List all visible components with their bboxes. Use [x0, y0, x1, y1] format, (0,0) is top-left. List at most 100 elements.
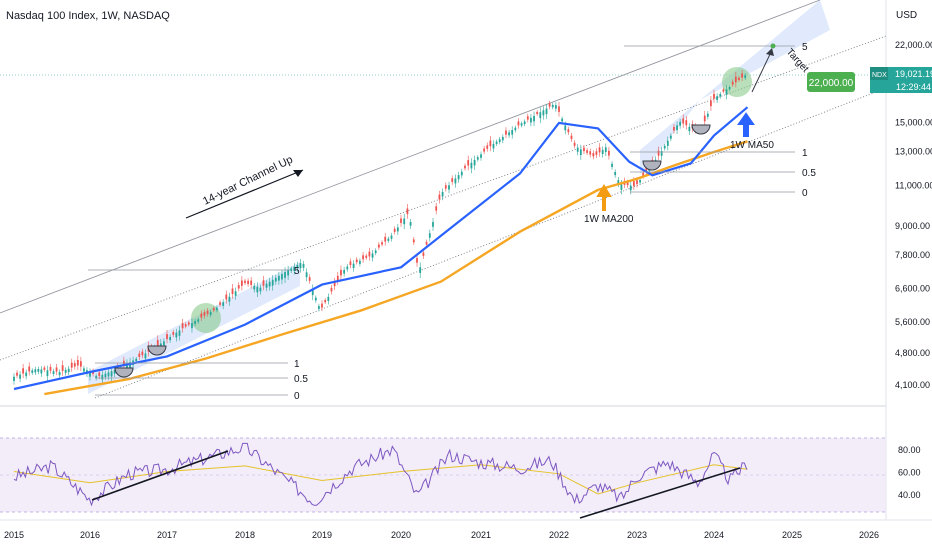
candle-body	[526, 116, 529, 120]
candle-body	[247, 280, 249, 285]
target-badge[interactable]	[807, 72, 855, 92]
price-tick-label: 13,000.00	[895, 146, 932, 156]
target-arrow-head	[766, 48, 774, 56]
candle-body	[620, 184, 623, 190]
candle-body	[598, 147, 601, 153]
candle-body	[406, 208, 409, 215]
target-arrow-line	[751, 49, 773, 93]
candle-body	[454, 178, 457, 184]
candle-body	[138, 353, 141, 357]
candle-body	[438, 194, 441, 200]
price-tick-label: 7,800.00	[895, 250, 930, 260]
candle-body	[390, 235, 393, 239]
candle-body	[25, 372, 28, 377]
candle-body	[716, 96, 719, 100]
candle-body	[617, 180, 620, 184]
candle-body	[240, 280, 243, 286]
candle-body	[520, 123, 523, 126]
candle-body	[46, 370, 49, 377]
time-tick-label: 2020	[391, 530, 411, 540]
candle-body	[539, 112, 542, 119]
channel-mid-line	[0, 35, 887, 361]
time-tick-label: 2024	[704, 530, 724, 540]
candle-body	[457, 175, 460, 180]
candle-body	[58, 372, 61, 376]
candle-body	[336, 275, 339, 281]
currency-label[interactable]: USD	[896, 10, 918, 21]
candle-body	[548, 103, 551, 107]
channel-annotation: 14-year Channel Up	[201, 154, 295, 208]
candle-body	[460, 171, 463, 176]
candle-body	[101, 374, 104, 380]
candle-body	[629, 185, 632, 191]
target-point	[770, 43, 776, 49]
candle-body	[104, 373, 107, 378]
candle-body	[636, 180, 638, 185]
candle-body	[639, 180, 641, 183]
candle-body	[725, 89, 728, 95]
price-tick-label: 11,000.00	[895, 180, 932, 190]
candle-body	[416, 257, 418, 263]
time-tick-label: 2025	[782, 530, 802, 540]
candle-body	[400, 218, 402, 223]
candle-body	[340, 269, 342, 276]
bottom-marker	[147, 345, 167, 356]
candle-body	[486, 145, 489, 149]
candle-body	[343, 269, 346, 274]
candle-body	[181, 323, 184, 329]
candle-body	[545, 108, 548, 115]
ma50-arrow	[737, 112, 755, 137]
candle-body	[536, 111, 539, 115]
time-tick-label: 2019	[312, 530, 332, 540]
candle-body	[688, 126, 691, 132]
channel-band-2023	[640, 0, 830, 175]
candle-body	[570, 135, 573, 140]
candle-body	[448, 185, 450, 190]
ma200-annotation: 1W MA200	[584, 214, 634, 225]
price-tick-label: 9,000.00	[895, 221, 930, 231]
candle-body	[523, 121, 526, 125]
candle-body	[604, 147, 607, 153]
candle-body	[256, 286, 259, 293]
candle-body	[359, 260, 361, 264]
candle-body	[663, 145, 666, 149]
candle-body	[393, 228, 396, 232]
candle-body	[113, 369, 116, 374]
candle-body	[228, 296, 231, 302]
candle-body	[299, 263, 302, 269]
candle-body	[262, 280, 265, 286]
candle-body	[95, 375, 98, 379]
candle-body	[666, 140, 669, 146]
candle-body	[206, 310, 209, 314]
channel-arrow-head	[293, 170, 303, 177]
candle-body	[268, 281, 271, 287]
candle-body	[551, 104, 554, 108]
fib-label: 0.5	[802, 168, 816, 179]
candle-body	[558, 106, 560, 112]
channel-top-line	[0, 0, 821, 314]
candle-body	[37, 369, 40, 372]
candle-body	[314, 297, 317, 301]
candle-body	[52, 371, 55, 375]
candle-body	[583, 147, 585, 152]
candle-body	[470, 162, 473, 169]
candle-body	[141, 351, 144, 356]
candle-body	[435, 206, 438, 211]
candle-body	[530, 117, 532, 123]
candle-body	[505, 130, 507, 135]
candle-body	[542, 110, 545, 116]
candle-body	[349, 261, 352, 266]
candle-body	[387, 238, 390, 241]
candle-body	[67, 368, 70, 373]
candle-body	[567, 129, 570, 133]
candle-body	[492, 143, 495, 149]
candle-body	[498, 139, 501, 143]
price-tick-label: 4,100.00	[895, 380, 930, 390]
candle-body	[194, 321, 196, 324]
candle-body	[290, 268, 293, 271]
candle-body	[476, 157, 479, 160]
candle-body	[368, 251, 371, 257]
candle-body	[722, 89, 725, 92]
candle-body	[685, 120, 688, 126]
